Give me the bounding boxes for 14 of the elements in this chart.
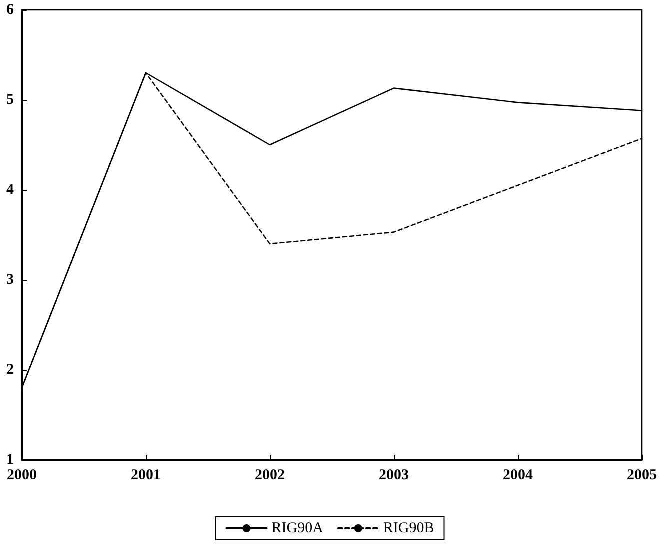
y-tick-label: 6 [6,2,14,18]
x-tick-label: 2001 [131,468,161,484]
x-tick-label: 2005 [627,468,657,484]
x-tick-label: 2000 [7,468,37,484]
legend-label: RIG90B [383,520,434,536]
y-tick-label: 3 [6,272,14,288]
legend-label: RIG90A [272,520,324,536]
x-tick-label: 2004 [503,468,534,484]
y-tick-label: 4 [6,182,14,198]
x-tick-label: 2003 [379,468,409,484]
y-tick-label: 2 [6,362,14,378]
x-tick-label: 2002 [255,468,285,484]
y-tick-label: 1 [6,452,14,468]
y-tick-label: 5 [6,92,14,108]
